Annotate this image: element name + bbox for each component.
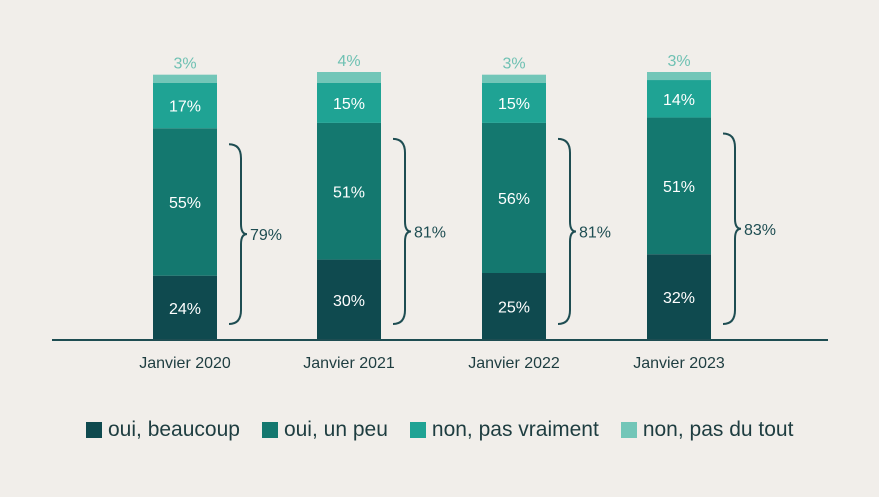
brace-total-label-1: 79% bbox=[250, 227, 282, 244]
legend-swatch-oui-un-peu bbox=[261, 422, 278, 438]
bar-segment-oui-un-peu-1 bbox=[153, 128, 217, 276]
brace-total-label-4: 83% bbox=[744, 222, 776, 239]
legend-item-non-pas-vraiment: non, pas vraiment bbox=[409, 418, 599, 442]
data-label-oui-beaucoup-4: 32% bbox=[663, 290, 695, 307]
data-label-oui-un-peu-2: 51% bbox=[333, 184, 365, 201]
data-label-oui-un-peu-4: 51% bbox=[663, 179, 695, 196]
brace-4 bbox=[722, 132, 742, 325]
bar-segment-non-pas-vraiment-1 bbox=[153, 82, 217, 129]
data-label-oui-beaucoup-1: 24% bbox=[169, 301, 201, 318]
legend-label-oui-un-peu: oui, un peu bbox=[283, 418, 388, 441]
brace-1 bbox=[228, 143, 248, 325]
legend-swatch-non-pas-vraiment bbox=[409, 422, 426, 438]
bar-segment-non-pas-vraiment-4 bbox=[647, 80, 711, 118]
bar-segment-oui-un-peu-3 bbox=[482, 122, 546, 273]
x-tick-label-1: Janvier 2020 bbox=[139, 355, 231, 372]
bar-segment-non-pas-du-tout-1 bbox=[153, 74, 217, 83]
legend-label-non-pas-vraiment: non, pas vraiment bbox=[431, 418, 599, 441]
data-label-non-pas-du-tout-2: 4% bbox=[337, 53, 360, 70]
brace-3 bbox=[557, 137, 577, 325]
data-label-oui-beaucoup-3: 25% bbox=[498, 300, 530, 317]
bar-segment-non-pas-du-tout-2 bbox=[317, 72, 381, 83]
data-label-non-pas-vraiment-1: 17% bbox=[169, 99, 201, 116]
legend-item-oui-un-peu: oui, un peu bbox=[261, 418, 388, 442]
bar-segment-non-pas-vraiment-2 bbox=[317, 82, 381, 123]
brace-total-label-3: 81% bbox=[579, 224, 611, 241]
x-tick-label-4: Janvier 2023 bbox=[633, 355, 725, 372]
stacked-bar-chart: 24% 55% 17% 3% 79% Janvier 2020 30% 51% 15% 4% 81%… bbox=[52, 53, 828, 372]
x-tick-label-3: Janvier 2022 bbox=[468, 355, 560, 372]
bar-segment-oui-beaucoup-3 bbox=[482, 273, 546, 340]
legend: oui, beaucoup oui, un peu non, pas vraim… bbox=[86, 418, 793, 442]
legend-swatch-oui-beaucoup bbox=[86, 422, 102, 438]
data-label-oui-beaucoup-2: 30% bbox=[333, 293, 365, 310]
legend-label-non-pas-du-tout: non, pas du tout bbox=[642, 418, 794, 441]
bar-segment-oui-un-peu-2 bbox=[317, 122, 381, 260]
data-label-non-pas-vraiment-2: 15% bbox=[333, 96, 365, 113]
bar-segment-oui-beaucoup-1 bbox=[153, 275, 217, 340]
data-label-non-pas-du-tout-3: 3% bbox=[502, 56, 525, 73]
bar-segment-non-pas-du-tout-4 bbox=[647, 72, 711, 81]
bar-segment-non-pas-du-tout-3 bbox=[482, 74, 546, 83]
data-label-non-pas-du-tout-4: 3% bbox=[667, 53, 690, 70]
data-label-non-pas-vraiment-4: 14% bbox=[663, 92, 695, 109]
data-label-non-pas-vraiment-3: 15% bbox=[498, 96, 530, 113]
data-label-oui-un-peu-3: 56% bbox=[498, 191, 530, 208]
legend-label-oui-beaucoup: oui, beaucoup bbox=[108, 418, 240, 441]
legend-item-non-pas-du-tout: non, pas du tout bbox=[620, 418, 794, 442]
bar-segment-oui-beaucoup-4 bbox=[647, 254, 711, 340]
legend-item-oui-beaucoup: oui, beaucoup bbox=[86, 418, 240, 442]
data-label-oui-un-peu-1: 55% bbox=[169, 195, 201, 212]
bar-segment-non-pas-vraiment-3 bbox=[482, 82, 546, 123]
legend-swatch-non-pas-du-tout bbox=[620, 422, 637, 438]
bar-segment-oui-beaucoup-2 bbox=[317, 259, 381, 340]
data-label-non-pas-du-tout-1: 3% bbox=[173, 56, 196, 73]
brace-2 bbox=[392, 137, 412, 325]
brace-total-label-2: 81% bbox=[414, 224, 446, 241]
x-tick-label-2: Janvier 2021 bbox=[303, 355, 395, 372]
bar-segment-oui-un-peu-4 bbox=[647, 117, 711, 255]
